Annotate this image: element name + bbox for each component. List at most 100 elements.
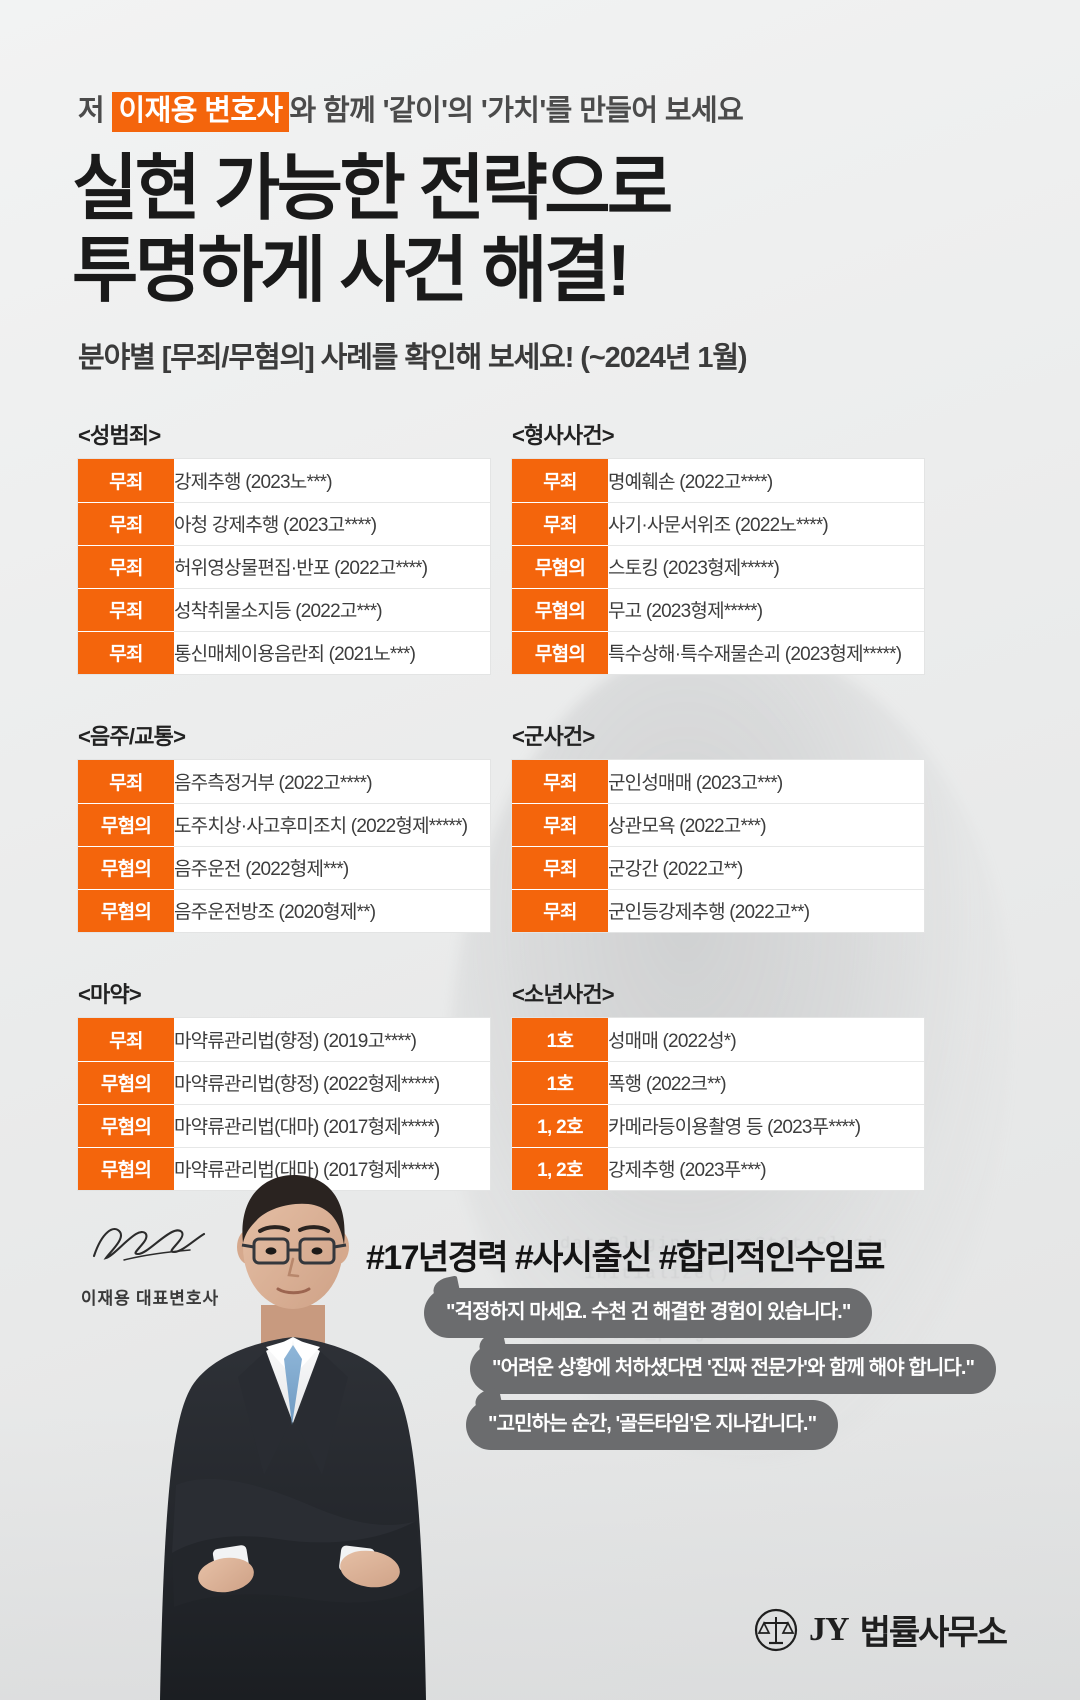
- table-row: 1호 폭행 (2022크**): [512, 1060, 924, 1104]
- case-table: 무죄 마약류관리법(향정) (2019고****) 무혐의 마약류관리법(향정)…: [78, 1018, 490, 1190]
- case-table: 무죄 군인성매매 (2023고***) 무죄 상관모욕 (2022고***) 무…: [512, 760, 924, 932]
- table-row: 무죄 군강간 (2022고**): [512, 845, 924, 889]
- case-label: 명예훼손 (2022고****): [608, 471, 773, 493]
- table-row: 무죄 사기·사문서위조 (2022노****): [512, 501, 924, 545]
- case-table-column-right: <형사사건> 무죄 명예훼손 (2022고****) 무죄 사기·사문서위조 (…: [512, 418, 924, 1190]
- table-row: 무죄 아청 강제추행 (2023고****): [78, 501, 490, 545]
- case-label: 아청 강제추행 (2023고****): [174, 501, 490, 545]
- table-row: 무죄 음주측정거부 (2022고****): [78, 760, 490, 803]
- case-table: 무죄 음주측정거부 (2022고****) 무혐의 도주치상·사고후미조치 (2…: [78, 760, 490, 932]
- table-row: 1, 2호 카메라등이용촬영 등 (2023푸****): [512, 1103, 924, 1147]
- table-row: 1, 2호 강제추행 (2023푸***): [512, 1146, 924, 1190]
- case-label: 카메라등이용촬영 등 (2023푸****): [608, 1103, 924, 1147]
- table-row: 무죄 마약류관리법(향정) (2019고****): [78, 1018, 490, 1061]
- kicker-text-before: 저: [78, 95, 112, 127]
- lawyer-portrait-photo: [160, 1175, 426, 1700]
- case-label: 통신매체이용음란죄 (2021노***): [174, 630, 490, 674]
- table-row: 무죄 군인등강제추행 (2022고**): [512, 888, 924, 932]
- verdict-badge: 무죄: [78, 587, 174, 631]
- brand-logo: JY 법률사무소: [754, 1605, 1008, 1654]
- case-label: 성매매 (2022성*): [608, 1030, 737, 1052]
- table-row: 무죄 상관모욕 (2022고***): [512, 802, 924, 846]
- case-label: 상관모욕 (2022고***): [608, 802, 924, 846]
- category-title: <형사사건>: [512, 423, 615, 448]
- hashtags-line: #17년경력 #사시출신 #합리적인수임료: [366, 1239, 885, 1277]
- verdict-badge: 1, 2호: [512, 1103, 608, 1147]
- headline-line-1: 실현 가능한 전략으로: [72, 149, 673, 229]
- verdict-badge: 1, 2호: [512, 1146, 608, 1190]
- handwritten-signature-icon: [92, 1227, 206, 1261]
- case-label: 마약류관리법(대마) (2017형제*****): [174, 1103, 490, 1147]
- logo-firm-name: 법률사무소: [859, 1614, 1008, 1652]
- verdict-badge: 무죄: [78, 501, 174, 545]
- case-label: 강제추행 (2023노***): [174, 471, 333, 493]
- kicker-text-after: 와 함께 '같이'의 '가치'를 만들어 보세요: [289, 95, 744, 127]
- kicker-highlight-lawyer-name: 이재용 변호사: [111, 92, 290, 132]
- case-label: 마약류관리법(향정) (2022형제*****): [174, 1060, 490, 1104]
- category-title: <소년사건>: [512, 982, 615, 1007]
- verdict-badge: 1호: [512, 1018, 608, 1061]
- category-group-sex-crime: <성범죄> 무죄 강제추행 (2023노***) 무죄 아청 강제추행 (202…: [78, 418, 490, 674]
- table-row: 무혐의 도주치상·사고후미조치 (2022형제*****): [78, 802, 490, 846]
- kicker-line: 저 이재용 변호사 와 함께 '같이'의 '가치'를 만들어 보세요: [78, 92, 744, 132]
- category-group-juvenile: <소년사건> 1호 성매매 (2022성*) 1호 폭행 (2022크**) 1…: [512, 977, 924, 1190]
- case-label: 성착취물소지등 (2022고***): [174, 587, 490, 631]
- verdict-badge: 무죄: [512, 888, 608, 932]
- verdict-badge: 무혐의: [78, 1103, 174, 1147]
- category-title: <음주/교통>: [78, 724, 186, 749]
- page-title: 실현 가능한 전략으로 투명하게 사건 해결!: [72, 148, 673, 312]
- verdict-badge: 무혐의: [78, 802, 174, 846]
- case-label: 군인등강제추행 (2022고**): [608, 888, 924, 932]
- case-label: 음주운전 (2022형제***): [174, 845, 490, 889]
- verdict-badge: 무죄: [78, 459, 174, 502]
- signature-block: 이재용 대표변호사: [70, 1212, 230, 1309]
- case-label: 마약류관리법(대마) (2017형제*****): [174, 1146, 490, 1190]
- case-label: 음주운전방조 (2020형제**): [174, 888, 490, 932]
- table-row: 무죄 성착취물소지등 (2022고***): [78, 587, 490, 631]
- case-table: 무죄 강제추행 (2023노***) 무죄 아청 강제추행 (2023고****…: [78, 459, 490, 674]
- verdict-badge: 무혐의: [512, 630, 608, 674]
- scales-of-justice-icon: [754, 1608, 798, 1651]
- verdict-badge: 무혐의: [78, 888, 174, 932]
- quote-bubble: "고민하는 순간, '골든타임'은 지나갑니다.": [466, 1400, 839, 1450]
- category-title: <마약>: [78, 982, 142, 1007]
- table-row: 무혐의 마약류관리법(대마) (2017형제*****): [78, 1103, 490, 1147]
- category-group-dui-traffic: <음주/교통> 무죄 음주측정거부 (2022고****) 무혐의 도주치상·사…: [78, 719, 490, 932]
- table-row: 무죄 명예훼손 (2022고****): [512, 459, 924, 502]
- case-label: 군강간 (2022고**): [608, 845, 924, 889]
- case-label: 음주측정거부 (2022고****): [174, 772, 373, 794]
- verdict-badge: 무죄: [512, 845, 608, 889]
- case-label: 강제추행 (2023푸***): [608, 1146, 924, 1190]
- verdict-badge: 무죄: [78, 760, 174, 803]
- verdict-badge: 무혐의: [512, 544, 608, 588]
- case-label: 무고 (2023형제*****): [608, 587, 924, 631]
- verdict-badge: 무혐의: [78, 1146, 174, 1190]
- case-label: 허위영상물편집·반포 (2022고****): [174, 544, 490, 588]
- category-title: <군사건>: [512, 724, 595, 749]
- table-row: 무혐의 마약류관리법(대마) (2017형제*****): [78, 1146, 490, 1190]
- table-row: 1호 성매매 (2022성*): [512, 1018, 924, 1061]
- verdict-badge: 무죄: [512, 459, 608, 502]
- case-table: 무죄 명예훼손 (2022고****) 무죄 사기·사문서위조 (2022노**…: [512, 459, 924, 674]
- quote-bubble: "걱정하지 마세요. 수천 건 해결한 경험이 있습니다.": [424, 1288, 873, 1338]
- case-label: 도주치상·사고후미조치 (2022형제*****): [174, 802, 490, 846]
- verdict-badge: 무죄: [78, 1018, 174, 1061]
- case-label: 사기·사문서위조 (2022노****): [608, 501, 924, 545]
- case-label: 폭행 (2022크**): [608, 1060, 924, 1104]
- category-group-criminal: <형사사건> 무죄 명예훼손 (2022고****) 무죄 사기·사문서위조 (…: [512, 418, 924, 674]
- case-table: 1호 성매매 (2022성*) 1호 폭행 (2022크**) 1, 2호 카메…: [512, 1018, 924, 1190]
- table-row: 무혐의 무고 (2023형제*****): [512, 587, 924, 631]
- table-row: 무혐의 특수상해·특수재물손괴 (2023형제*****): [512, 630, 924, 674]
- table-row: 무죄 통신매체이용음란죄 (2021노***): [78, 630, 490, 674]
- quote-bubble: "어려운 상황에 처하셨다면 '진짜 전문가'와 함께 해야 합니다.": [470, 1344, 997, 1394]
- logo-initials: JY: [809, 1610, 850, 1648]
- table-row: 무혐의 음주운전 (2022형제***): [78, 845, 490, 889]
- verdict-badge: 무죄: [512, 802, 608, 846]
- category-title: <성범죄>: [78, 423, 161, 448]
- category-group-military: <군사건> 무죄 군인성매매 (2023고***) 무죄 상관모욕 (2022고…: [512, 719, 924, 932]
- verdict-badge: 무죄: [512, 760, 608, 803]
- case-label: 특수상해·특수재물손괴 (2023형제*****): [608, 630, 924, 674]
- verdict-badge: 무죄: [78, 630, 174, 674]
- signature-name: 이재용 대표변호사: [80, 1289, 220, 1308]
- category-group-drugs: <마약> 무죄 마약류관리법(향정) (2019고****) 무혐의 마약류관리…: [78, 977, 490, 1190]
